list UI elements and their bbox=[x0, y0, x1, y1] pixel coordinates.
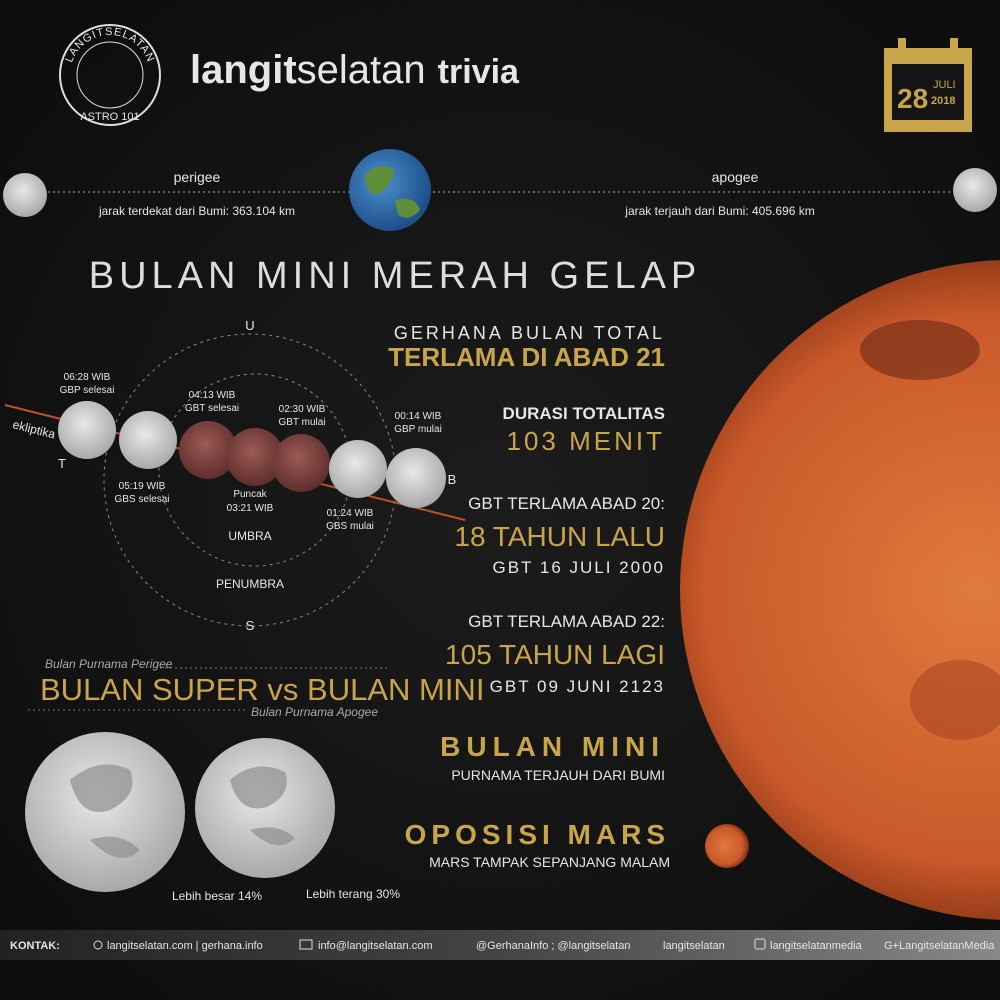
fact-value: 103 MENIT bbox=[507, 426, 666, 456]
footer-link[interactable]: G+LangitselatanMedia bbox=[884, 940, 995, 952]
fact-detail: GBT 09 JUNI 2123 bbox=[490, 677, 665, 696]
south-label: S bbox=[246, 618, 255, 633]
mail-icon bbox=[299, 939, 313, 950]
moon-maria bbox=[230, 766, 295, 846]
super-moon bbox=[25, 732, 185, 892]
date-month: JULI bbox=[933, 79, 956, 91]
fact-heading: GBT TERLAMA ABAD 22: bbox=[468, 612, 665, 631]
footer: KONTAK: langitselatan.com | gerhana.info… bbox=[10, 938, 995, 952]
apogee-moon bbox=[953, 168, 997, 212]
mars-image bbox=[680, 260, 1000, 920]
size-note: Lebih besar 14% bbox=[172, 889, 262, 903]
mini-moon bbox=[195, 738, 335, 878]
logo-ring bbox=[59, 24, 161, 126]
event-label: GBP selesai bbox=[60, 385, 115, 396]
fact-detail: PURNAMA TERJAUH DARI BUMI bbox=[451, 767, 665, 783]
instagram-icon bbox=[754, 938, 766, 950]
perigee-moon bbox=[3, 173, 47, 217]
earth-land bbox=[365, 166, 420, 218]
calendar-ring bbox=[898, 38, 906, 56]
perigee-label: perigee bbox=[174, 169, 221, 185]
brand-light: selatan bbox=[297, 48, 426, 92]
fact-value: OPOSISI MARS bbox=[405, 819, 670, 850]
moon-phase bbox=[226, 428, 284, 486]
logo-sub-text: ASTRO 101 bbox=[80, 111, 139, 123]
penumbra-label: PENUMBRA bbox=[216, 577, 284, 591]
event-time: 03:21 WIB bbox=[227, 503, 274, 514]
event-time: 02:30 WIB bbox=[279, 404, 326, 415]
footer-bar bbox=[0, 930, 1000, 960]
brightness-note: Lebih terang 30% bbox=[306, 887, 400, 901]
west-label: B bbox=[448, 472, 457, 487]
brand: langitselatan trivia bbox=[190, 48, 520, 92]
top-note: Bulan Purnama Perigee bbox=[45, 657, 173, 671]
footer-link[interactable]: langitselatan bbox=[663, 940, 725, 952]
date-year: 2018 bbox=[931, 95, 955, 107]
earth bbox=[349, 149, 431, 231]
event-time: 06:28 WIB bbox=[64, 372, 111, 383]
brand-suffix: trivia bbox=[438, 53, 520, 91]
apogee-distance: jarak terjauh dari Bumi: 405.696 km bbox=[624, 204, 814, 218]
fact-heading: GERHANA BULAN TOTAL bbox=[394, 323, 665, 343]
moon-phase bbox=[119, 411, 177, 469]
footer-link[interactable]: @GerhanaInfo ; @langitselatan bbox=[476, 940, 630, 952]
facts: GERHANA BULAN TOTAL TERLAMA DI ABAD 21 D… bbox=[388, 323, 670, 870]
event-time: 01:24 WIB bbox=[327, 508, 374, 519]
event-label: Puncak bbox=[233, 489, 267, 500]
fact-value: TERLAMA DI ABAD 21 bbox=[388, 342, 665, 372]
calendar-face bbox=[892, 64, 964, 120]
small-mars bbox=[705, 824, 749, 868]
east-label: T bbox=[58, 456, 66, 471]
umbra-label: UMBRA bbox=[228, 529, 271, 543]
main-title: BULAN MINI MERAH GELAP bbox=[89, 255, 702, 297]
fact-heading: GBT TERLAMA ABAD 20: bbox=[468, 494, 665, 513]
event-time: 05:19 WIB bbox=[119, 481, 166, 492]
moon-maria bbox=[70, 764, 140, 858]
bottom-note: Bulan Purnama Apogee bbox=[251, 705, 378, 719]
footer-link[interactable]: langitselatanmedia bbox=[770, 940, 863, 952]
fact-heading: DURASI TOTALITAS bbox=[503, 404, 665, 423]
brand-bold: langit bbox=[190, 48, 297, 92]
footer-link[interactable]: langitselatan.com | gerhana.info bbox=[107, 940, 263, 952]
footer-label: KONTAK: bbox=[10, 940, 60, 952]
moon-phase bbox=[58, 401, 116, 459]
logo-inner bbox=[76, 41, 144, 109]
event-label: GBS selesai bbox=[114, 494, 169, 505]
event-label: GBS mulai bbox=[326, 521, 374, 532]
fact-value: 105 TAHUN LAGI bbox=[445, 639, 665, 670]
fact-value: BULAN MINI bbox=[440, 731, 665, 762]
perigee-distance: jarak terdekat dari Bumi: 363.104 km bbox=[98, 204, 295, 218]
footer-link[interactable]: info@langitselatan.com bbox=[318, 940, 433, 952]
fact-detail: MARS TAMPAK SEPANJANG MALAM bbox=[429, 854, 670, 870]
calendar-ring bbox=[950, 38, 958, 56]
north-label: U bbox=[245, 318, 254, 333]
fact-value: 18 TAHUN LALU bbox=[454, 521, 665, 552]
event-label: GBP mulai bbox=[394, 424, 442, 435]
comparison-title: BULAN SUPER vs BULAN MINI bbox=[40, 672, 484, 707]
moon-phase bbox=[329, 440, 387, 498]
event-label: GBT mulai bbox=[278, 417, 325, 428]
rss-icon bbox=[93, 940, 103, 950]
event-time: 00:14 WIB bbox=[395, 411, 442, 422]
moon-phase bbox=[272, 434, 330, 492]
moon-phase bbox=[386, 448, 446, 508]
fact-detail: GBT 16 JULI 2000 bbox=[493, 558, 666, 577]
moon-phase bbox=[179, 421, 237, 479]
mars-feature bbox=[910, 660, 1000, 740]
date-day: 28 bbox=[897, 83, 928, 114]
event-time: 04:13 WIB bbox=[189, 390, 236, 401]
mars-feature bbox=[860, 320, 980, 380]
apogee-label: apogee bbox=[712, 169, 759, 185]
event-label: GBT selesai bbox=[185, 403, 239, 414]
events: 06:28 WIB GBP selesai 05:19 WIB GBS selesa… bbox=[60, 372, 442, 532]
